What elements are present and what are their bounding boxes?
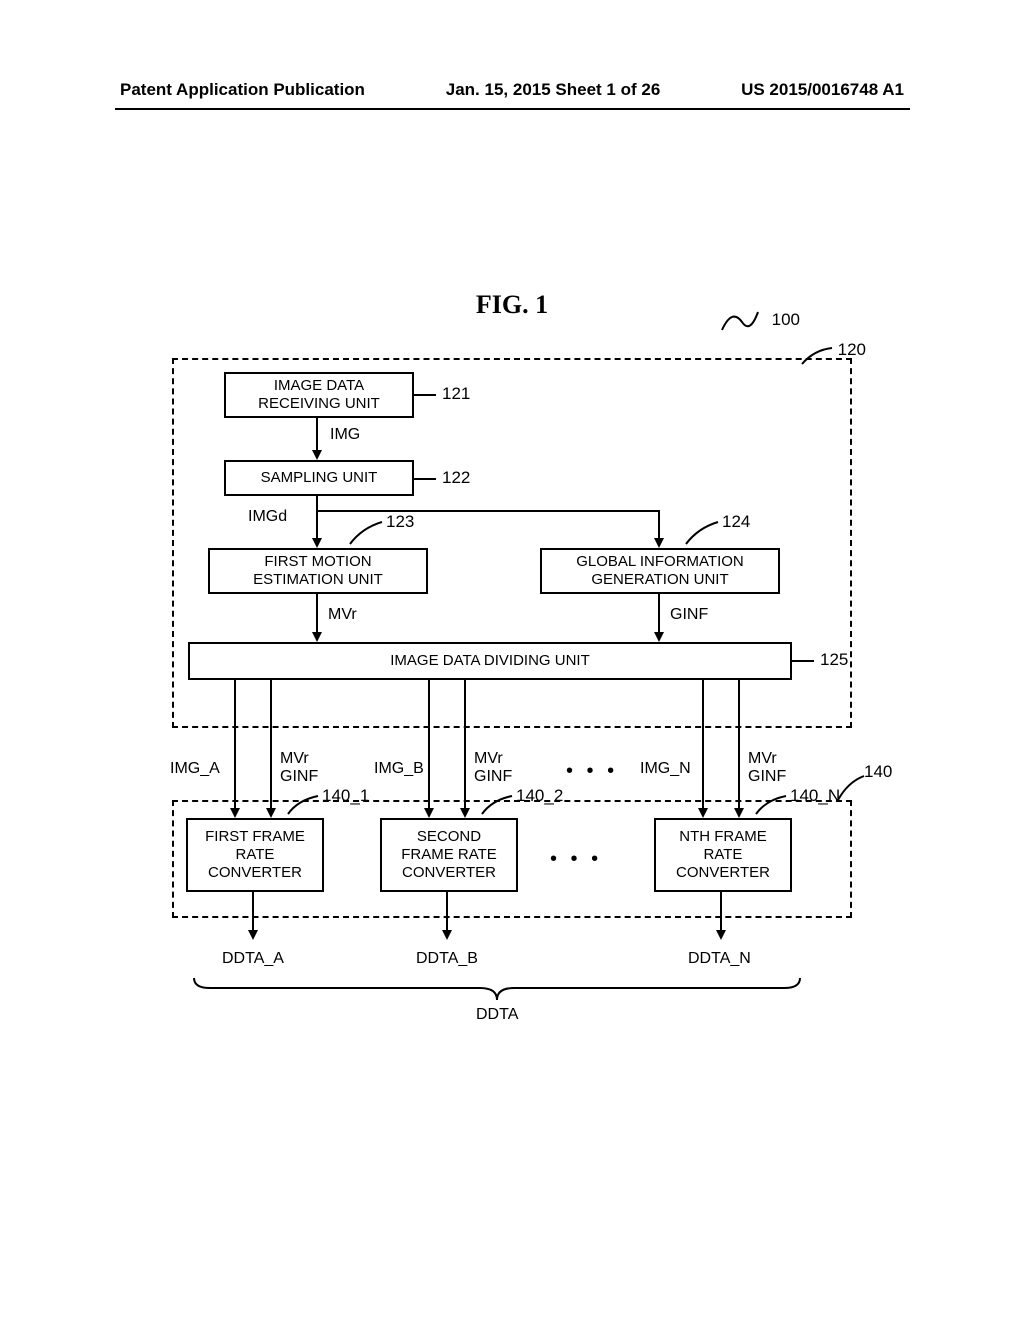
block-140-2: SECOND FRAME RATE CONVERTER [380, 818, 518, 892]
label-mvr: MVr [328, 606, 357, 624]
ref-123: 123 [386, 512, 414, 532]
ellipsis-signals: • • • [566, 760, 618, 783]
leader-140 [836, 774, 866, 802]
arrow-124-125-line [658, 594, 660, 634]
label-imgd: IMGd [248, 508, 287, 526]
header-left: Patent Application Publication [120, 80, 365, 100]
arrow-ddta-n-v [720, 892, 722, 932]
arrow-122-124-v [658, 510, 660, 540]
arrow-imga-v [234, 680, 236, 810]
arrow-122-123-head [312, 538, 322, 548]
arrow-124-125-head [654, 632, 664, 642]
label-ddta-b: DDTA_B [416, 950, 478, 968]
arrow-mvrginf-a-v [270, 680, 272, 810]
leader-123 [348, 520, 384, 546]
block-124: GLOBAL INFORMATION GENERATION UNIT [540, 548, 780, 594]
label-img: IMG [330, 426, 360, 444]
label-img-a: IMG_A [170, 760, 220, 778]
leader-120 [800, 346, 834, 366]
header-mid: Jan. 15, 2015 Sheet 1 of 26 [446, 80, 661, 100]
block-121: IMAGE DATA RECEIVING UNIT [224, 372, 414, 418]
label-img-b: IMG_B [374, 760, 424, 778]
arrow-mvrginf-n-v [738, 680, 740, 810]
block-123-label: FIRST MOTION ESTIMATION UNIT [253, 553, 383, 589]
arrow-mvrginf-b-v [464, 680, 466, 810]
arrow-123-125-head [312, 632, 322, 642]
block-124-label: GLOBAL INFORMATION GENERATION UNIT [576, 553, 744, 589]
label-img-n: IMG_N [640, 760, 691, 778]
leader-125-line [792, 660, 814, 662]
label-ddta: DDTA [476, 1006, 518, 1024]
ref-120: 120 [838, 340, 866, 360]
arrow-123-125-line [316, 594, 318, 634]
label-ginf: GINF [670, 606, 708, 624]
label-ddta-n: DDTA_N [688, 950, 751, 968]
leader-122-line [414, 478, 436, 480]
block-125: IMAGE DATA DIVIDING UNIT [188, 642, 792, 680]
ref-121: 121 [442, 384, 470, 404]
header-rule [115, 108, 910, 110]
label-ddta-a: DDTA_A [222, 950, 284, 968]
block-140-1: FIRST FRAME RATE CONVERTER [186, 818, 324, 892]
block-140-2-label: SECOND FRAME RATE CONVERTER [401, 828, 497, 882]
block-123: FIRST MOTION ESTIMATION UNIT [208, 548, 428, 594]
block-125-label: IMAGE DATA DIVIDING UNIT [390, 652, 589, 670]
arrow-ddta-n-head [716, 930, 726, 940]
ref-124: 124 [722, 512, 750, 532]
ref-125: 125 [820, 650, 848, 670]
arrow-121-122-head [312, 450, 322, 460]
arrow-imgb-v [428, 680, 430, 810]
ref-140: 140 [864, 762, 892, 782]
label-mvrginf-b: MVr GINF [474, 750, 512, 785]
label-mvrginf-n: MVr GINF [748, 750, 786, 785]
diagram-fig1: 100 120 IMAGE DATA RECEIVING UNIT 121 IM… [130, 310, 890, 1050]
page-header: Patent Application Publication Jan. 15, … [0, 80, 1024, 100]
swoosh-icon [718, 306, 762, 336]
leader-121-line [414, 394, 436, 396]
brace-ddta [190, 974, 804, 1004]
arrow-122-123-line [316, 496, 318, 540]
arrow-ddta-a-head [248, 930, 258, 940]
arrow-122-124-head [654, 538, 664, 548]
arrow-122-124-h [317, 510, 660, 512]
arrow-121-122-line [316, 418, 318, 452]
block-122-label: SAMPLING UNIT [261, 469, 378, 487]
ref-100: 100 [772, 310, 800, 330]
block-121-label: IMAGE DATA RECEIVING UNIT [258, 377, 380, 413]
leader-124 [684, 520, 720, 546]
arrow-ddta-b-v [446, 892, 448, 932]
block-140-n: NTH FRAME RATE CONVERTER [654, 818, 792, 892]
block-140-n-label: NTH FRAME RATE CONVERTER [676, 828, 770, 882]
label-mvrginf-a: MVr GINF [280, 750, 318, 785]
block-140-1-label: FIRST FRAME RATE CONVERTER [205, 828, 305, 882]
ellipsis-converters: • • • [550, 848, 602, 871]
block-122: SAMPLING UNIT [224, 460, 414, 496]
arrow-imgn-v [702, 680, 704, 810]
arrow-ddta-b-head [442, 930, 452, 940]
header-right: US 2015/0016748 A1 [741, 80, 904, 100]
ref-122: 122 [442, 468, 470, 488]
arrow-ddta-a-v [252, 892, 254, 932]
